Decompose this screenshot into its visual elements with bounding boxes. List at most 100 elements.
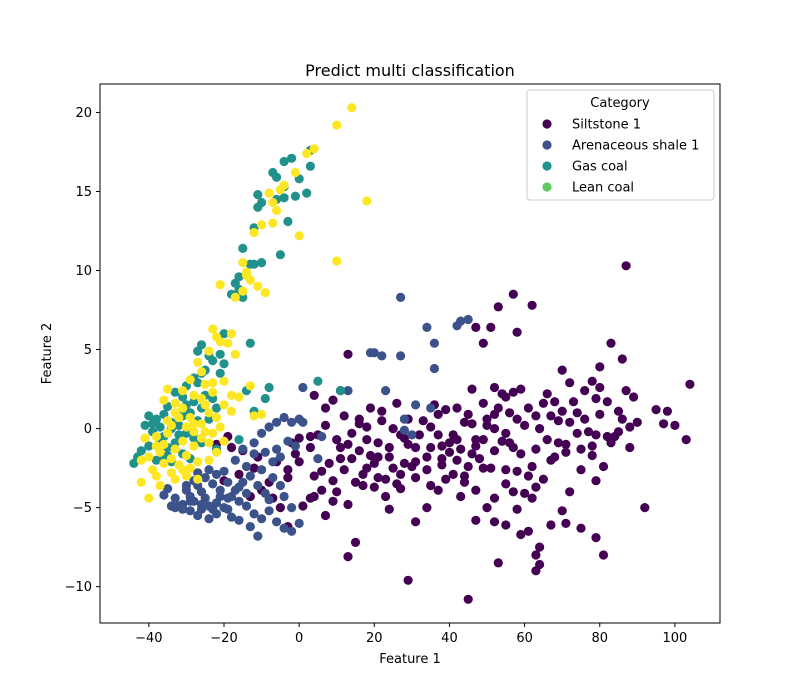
data-point <box>245 338 255 348</box>
data-point <box>283 216 293 227</box>
data-point <box>471 435 481 445</box>
data-point <box>456 491 466 502</box>
data-point <box>211 447 222 457</box>
x-tick-label: −40 <box>135 631 162 646</box>
data-point <box>170 387 180 397</box>
data-point <box>467 419 477 429</box>
data-point <box>426 442 436 453</box>
data-point <box>253 202 263 212</box>
data-point <box>257 428 267 438</box>
data-point <box>264 382 274 393</box>
data-point <box>535 542 545 552</box>
data-point <box>411 442 421 453</box>
data-point <box>538 398 549 408</box>
legend-marker <box>542 119 552 129</box>
data-point <box>640 503 650 513</box>
data-point <box>272 417 282 427</box>
data-point <box>328 476 338 486</box>
data-point <box>211 469 222 479</box>
data-point <box>535 424 545 434</box>
data-point <box>629 392 639 402</box>
data-point <box>166 454 176 464</box>
data-point <box>339 465 349 475</box>
data-point <box>433 485 443 495</box>
y-tick-label: 15 <box>75 185 92 200</box>
data-point <box>369 482 379 492</box>
data-point <box>463 314 473 325</box>
data-point <box>196 487 207 497</box>
data-point <box>354 446 364 456</box>
data-point <box>399 458 409 468</box>
data-point <box>279 491 289 502</box>
data-point <box>467 384 477 394</box>
data-point <box>257 258 267 268</box>
data-point <box>523 471 534 481</box>
data-point <box>508 387 518 397</box>
data-point <box>459 471 470 481</box>
data-point <box>576 444 586 454</box>
data-point <box>253 190 263 200</box>
data-point <box>362 422 372 432</box>
data-point <box>298 382 308 393</box>
data-point <box>241 488 252 498</box>
data-point <box>595 409 605 419</box>
data-point <box>193 378 203 388</box>
x-tick-label: 100 <box>662 631 687 646</box>
data-point <box>294 457 304 467</box>
y-tick-label: −5 <box>73 501 92 516</box>
data-point <box>193 474 203 484</box>
data-point <box>411 400 421 410</box>
data-point <box>662 406 673 416</box>
data-point <box>230 455 240 465</box>
data-point <box>279 523 289 533</box>
data-point <box>659 419 669 429</box>
data-point <box>328 496 338 506</box>
data-point <box>178 392 188 402</box>
data-point <box>189 427 199 437</box>
data-point <box>591 533 601 543</box>
data-point <box>471 441 481 451</box>
data-point <box>204 346 214 356</box>
data-point <box>565 417 575 427</box>
data-point <box>283 436 293 446</box>
data-point <box>328 395 338 405</box>
data-point <box>230 349 240 359</box>
data-point <box>185 375 195 385</box>
data-point <box>422 465 432 475</box>
legend-label: Arenaceous shale 1 <box>572 139 699 154</box>
data-point <box>512 504 522 514</box>
data-point <box>189 390 199 400</box>
data-point <box>215 485 225 495</box>
data-point <box>249 411 259 421</box>
data-point <box>298 417 308 427</box>
data-point <box>591 476 601 486</box>
data-point <box>332 435 342 445</box>
data-point <box>159 458 169 468</box>
data-point <box>279 193 289 203</box>
data-point <box>144 452 154 462</box>
data-point <box>144 493 154 503</box>
legend: Category Siltstone 1 Arenaceous shale 1 Ga… <box>526 89 715 201</box>
data-point <box>452 403 462 413</box>
data-point <box>403 575 413 585</box>
data-point <box>433 430 443 440</box>
data-point <box>358 480 368 491</box>
data-point <box>388 424 398 434</box>
data-point <box>163 384 173 394</box>
data-point <box>226 491 237 502</box>
data-point <box>226 406 237 416</box>
data-point <box>196 499 207 510</box>
data-point <box>249 438 259 448</box>
data-point <box>482 414 492 424</box>
data-point <box>170 438 180 448</box>
data-point <box>396 469 406 479</box>
data-point <box>208 428 218 438</box>
data-point <box>249 449 259 459</box>
data-point <box>181 480 191 491</box>
data-point <box>350 477 361 487</box>
data-point <box>257 465 267 475</box>
data-point <box>422 452 432 462</box>
data-point <box>546 520 556 530</box>
data-point <box>362 196 372 206</box>
data-point <box>193 457 203 467</box>
